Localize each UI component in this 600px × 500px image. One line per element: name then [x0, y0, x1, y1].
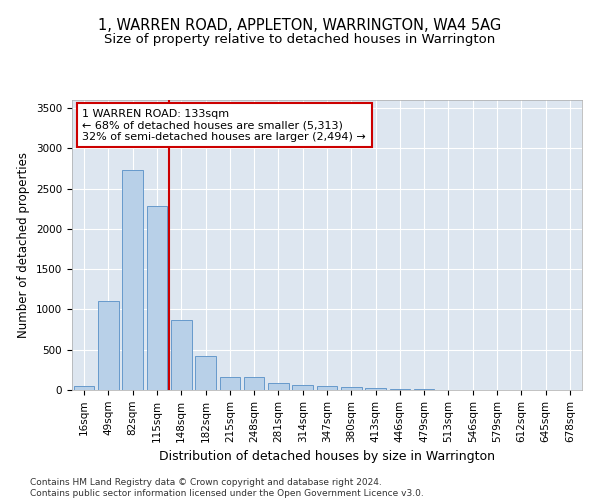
- Bar: [389, 389, 410, 390]
- Text: 1 WARREN ROAD: 133sqm
← 68% of detached houses are smaller (5,313)
32% of semi-d: 1 WARREN ROAD: 133sqm ← 68% of detached …: [82, 108, 366, 142]
- Bar: [268, 383, 289, 390]
- X-axis label: Distribution of detached houses by size in Warrington: Distribution of detached houses by size …: [159, 450, 495, 463]
- Y-axis label: Number of detached properties: Number of detached properties: [17, 152, 31, 338]
- Bar: [414, 389, 434, 390]
- Bar: [146, 206, 167, 390]
- Bar: [74, 386, 94, 390]
- Bar: [98, 302, 119, 390]
- Bar: [341, 387, 362, 390]
- Bar: [244, 376, 265, 390]
- Bar: [171, 320, 191, 390]
- Bar: [292, 385, 313, 390]
- Bar: [195, 356, 216, 390]
- Text: Contains HM Land Registry data © Crown copyright and database right 2024.
Contai: Contains HM Land Registry data © Crown c…: [30, 478, 424, 498]
- Bar: [365, 388, 386, 390]
- Bar: [220, 376, 240, 390]
- Bar: [317, 386, 337, 390]
- Text: Size of property relative to detached houses in Warrington: Size of property relative to detached ho…: [104, 32, 496, 46]
- Text: 1, WARREN ROAD, APPLETON, WARRINGTON, WA4 5AG: 1, WARREN ROAD, APPLETON, WARRINGTON, WA…: [98, 18, 502, 32]
- Bar: [122, 170, 143, 390]
